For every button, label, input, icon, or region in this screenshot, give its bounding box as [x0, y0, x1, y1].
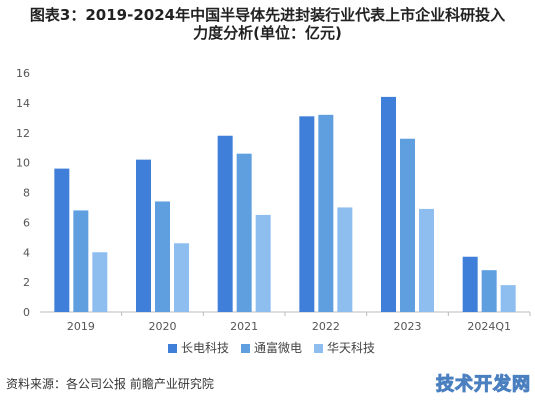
- bar-2019-series-2: [92, 252, 108, 312]
- y-tick-label-3: 6: [23, 216, 30, 229]
- x-tick-label-3: 2022: [312, 320, 340, 333]
- bar-2023-series-1: [400, 138, 415, 312]
- bar-2022-series-1: [318, 114, 334, 312]
- x-tick-label-4: 2023: [394, 320, 422, 333]
- watermark-text: 技术开发网: [436, 374, 531, 396]
- bar-2024Q1-series-0: [462, 256, 478, 312]
- legend-swatch-1: [241, 344, 250, 353]
- bar-2021-series-0: [217, 135, 233, 312]
- bar-2023-series-0: [381, 96, 396, 313]
- y-tick-label-4: 8: [23, 187, 30, 200]
- chart-title-line2: 力度分析(单位：亿元): [193, 24, 342, 42]
- x-tick-label-0: 2019: [67, 320, 95, 333]
- y-tick-label-2: 4: [23, 246, 30, 259]
- bar-2019-series-0: [54, 168, 70, 312]
- y-tick-label-7: 14: [16, 97, 30, 110]
- legend-label-0: 长电科技: [181, 341, 229, 355]
- y-tick-label-5: 10: [16, 157, 30, 170]
- y-tick-label-0: 0: [23, 306, 30, 319]
- bar-2022-series-0: [299, 116, 315, 312]
- bar-2024Q1-series-2: [500, 285, 516, 312]
- legend-label-1: 通富微电: [254, 340, 302, 355]
- x-tick-label-1: 2020: [149, 320, 177, 333]
- source-note: 资料来源：各公司公报 前瞻产业研究院: [6, 377, 214, 391]
- x-tick-label-2: 2021: [230, 320, 258, 333]
- chart-title: 图表3：2019-2024年中国半导体先进封装行业代表上市企业科研投入 力度分析…: [0, 6, 535, 42]
- y-tick-label-1: 2: [23, 276, 30, 289]
- chart-title-line1: 图表3：2019-2024年中国半导体先进封装行业代表上市企业科研投入: [29, 6, 506, 24]
- bar-2020-series-1: [155, 201, 170, 312]
- x-tick-label-5: 2024Q1: [467, 320, 511, 333]
- legend-swatch-2: [314, 344, 323, 353]
- bar-2020-series-0: [136, 159, 151, 312]
- bar-2022-series-2: [337, 207, 353, 312]
- bar-2019-series-1: [73, 210, 89, 312]
- bar-2020-series-2: [174, 243, 189, 312]
- legend-label-2: 华天科技: [327, 341, 375, 355]
- bar-2023-series-2: [419, 208, 434, 312]
- bar-2021-series-1: [236, 153, 252, 312]
- legend-swatch-0: [168, 344, 177, 353]
- y-tick-label-8: 16: [16, 67, 30, 80]
- bar-2021-series-2: [255, 214, 271, 312]
- y-tick-label-6: 12: [16, 127, 30, 140]
- bar-2024Q1-series-1: [481, 270, 497, 312]
